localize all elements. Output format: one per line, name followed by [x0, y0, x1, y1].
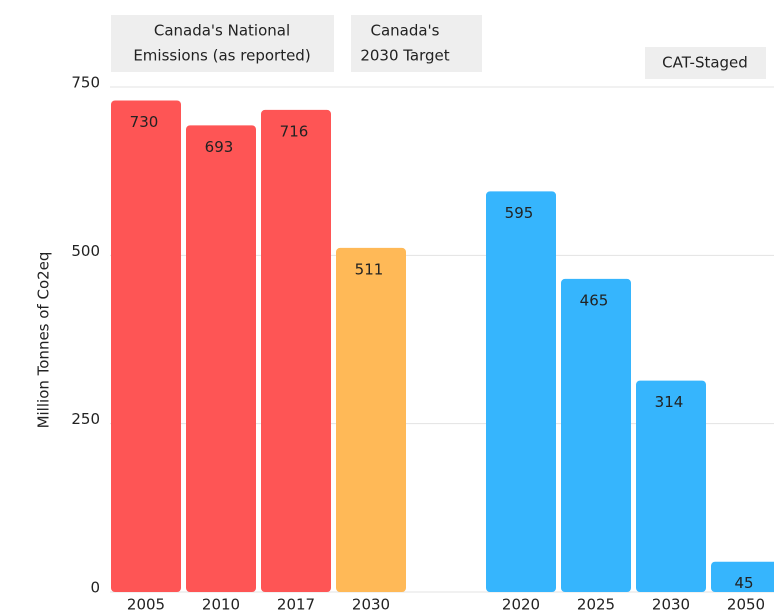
- bar: [486, 191, 556, 592]
- value-label: 45: [734, 574, 753, 592]
- annotation-box: [111, 15, 334, 72]
- value-label: 465: [580, 291, 609, 309]
- bar: [561, 278, 631, 592]
- annotation-text: 2030 Target: [360, 47, 449, 65]
- value-label: 716: [280, 122, 309, 140]
- annotation-text: CAT-Staged: [662, 54, 748, 72]
- value-label: 595: [505, 204, 534, 222]
- annotation-text: Canada's: [370, 22, 439, 40]
- y-tick-label: 0: [90, 579, 100, 597]
- bar: [711, 561, 774, 592]
- value-label: 693: [205, 138, 234, 156]
- y-tick-label: 500: [71, 242, 100, 260]
- bar: [636, 380, 706, 592]
- bar: [261, 109, 331, 592]
- value-label: 314: [655, 393, 684, 411]
- x-tick-label: 2030: [652, 596, 690, 614]
- bar: [186, 125, 256, 592]
- x-tick-label: 2005: [127, 596, 165, 614]
- bar: [336, 247, 406, 592]
- x-tick-label: 2050: [727, 596, 765, 614]
- x-tick-label: 2025: [577, 596, 615, 614]
- annotation-box: [645, 47, 766, 79]
- y-tick-label: 750: [71, 74, 100, 92]
- value-label: 511: [355, 260, 384, 278]
- value-label: 730: [130, 113, 159, 131]
- x-tick-label: 2010: [202, 596, 240, 614]
- y-axis-label: Million Tonnes of Co2eq: [35, 252, 53, 429]
- annotation-text: Canada's National: [154, 22, 290, 40]
- annotation-text: Emissions (as reported): [133, 47, 310, 65]
- y-tick-label: 250: [71, 410, 100, 428]
- x-tick-label: 2017: [277, 596, 315, 614]
- x-tick-label: 2020: [502, 596, 540, 614]
- annotation-box: [351, 15, 482, 72]
- bar: [111, 100, 181, 592]
- x-tick-label: 2030: [352, 596, 390, 614]
